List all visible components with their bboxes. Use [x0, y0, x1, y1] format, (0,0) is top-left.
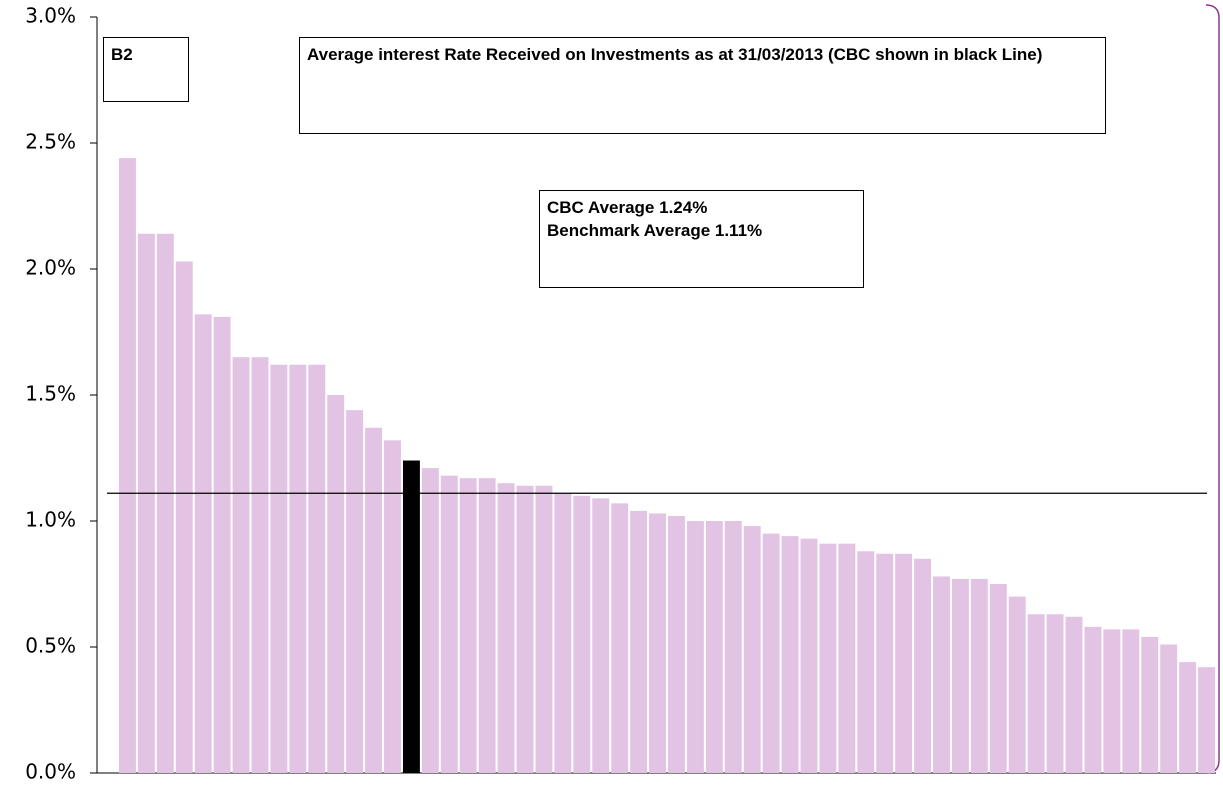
- bar: [308, 364, 326, 773]
- bar: [440, 475, 458, 773]
- bar: [1103, 629, 1121, 773]
- bar: [384, 440, 401, 773]
- bar: [137, 233, 155, 774]
- bar: [251, 357, 269, 773]
- y-tick-label: 0.5%: [25, 634, 76, 658]
- y-tick-label: 0.0%: [25, 760, 76, 784]
- bar: [838, 543, 856, 773]
- bar: [1027, 614, 1045, 773]
- y-tick-label: 3.0%: [25, 4, 76, 28]
- bar: [951, 578, 969, 773]
- bar: [611, 503, 629, 773]
- bar: [156, 233, 174, 774]
- annotation-box: CBC Average 1.24% Benchmark Average 1.11…: [539, 190, 864, 288]
- bar: [668, 515, 685, 773]
- bar: [933, 576, 950, 773]
- bar: [459, 478, 477, 773]
- bar: [1084, 626, 1102, 773]
- bar: [119, 158, 136, 773]
- bar: [1046, 614, 1064, 773]
- bar: [762, 533, 780, 773]
- bar: [327, 395, 345, 773]
- bar: [289, 364, 307, 773]
- bar: [194, 314, 212, 773]
- bar: [895, 553, 913, 773]
- annotation: CBC Average 1.24%: [547, 198, 708, 217]
- bar: [1008, 596, 1026, 773]
- bar: [1179, 662, 1197, 773]
- bar: [800, 538, 818, 773]
- y-tick-label: 2.5%: [25, 130, 76, 154]
- bar: [213, 316, 231, 773]
- bar: [421, 468, 439, 773]
- y-tick-label: 1.0%: [25, 508, 76, 532]
- bar: [743, 526, 761, 773]
- bar: [781, 536, 799, 773]
- bar: [270, 364, 288, 773]
- bar: [478, 478, 496, 773]
- y-tick-label: 1.5%: [25, 382, 76, 406]
- bar: [175, 261, 193, 773]
- bar: [554, 493, 572, 773]
- bar: [1141, 636, 1159, 773]
- bar: [535, 485, 553, 773]
- bar: [1198, 667, 1215, 773]
- bar: [914, 558, 932, 773]
- bar: [989, 584, 1007, 773]
- bar: [573, 495, 591, 773]
- bar: [630, 510, 648, 773]
- bar: [686, 521, 704, 773]
- bar: [1160, 644, 1178, 773]
- chart-title: Average interest Rate Received on Invest…: [299, 37, 1106, 134]
- bar: [705, 521, 723, 773]
- bar: [857, 551, 875, 773]
- bar: [724, 521, 742, 773]
- bar: [346, 410, 364, 773]
- bar: [365, 427, 383, 773]
- bar: [1065, 616, 1083, 773]
- bar: [497, 483, 515, 773]
- bar: [1122, 629, 1140, 773]
- bar: [402, 460, 420, 773]
- bar: [516, 485, 534, 773]
- bar: [649, 513, 666, 773]
- bar: [232, 357, 250, 773]
- chart-label: B2: [103, 37, 189, 102]
- bar: [592, 498, 610, 773]
- bar: [876, 553, 894, 773]
- bar: [970, 578, 988, 773]
- frame: [1205, 4, 1220, 774]
- annotation: Benchmark Average 1.11%: [547, 221, 763, 240]
- bar: [819, 543, 837, 773]
- y-tick-label: 2.0%: [25, 256, 76, 280]
